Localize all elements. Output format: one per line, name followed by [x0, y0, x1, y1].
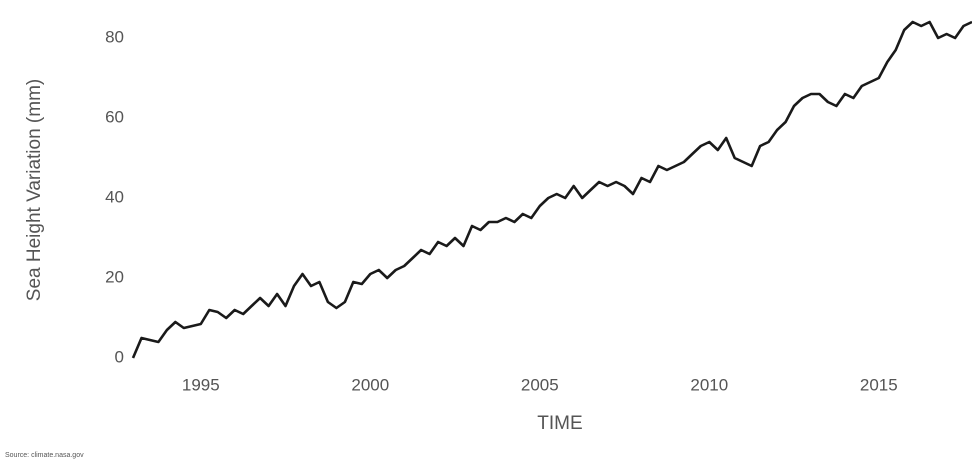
x-tick-label: 2010 [690, 375, 728, 394]
y-tick-label: 80 [105, 27, 124, 46]
x-tick-label: 2000 [351, 375, 389, 394]
y-tick-label: 40 [105, 187, 124, 206]
x-axis-label: TIME [537, 413, 582, 434]
x-tick-label: 1995 [182, 375, 220, 394]
data-line [131, 20, 972, 359]
source-note: Source: climate.nasa.gov [5, 452, 84, 459]
y-tick-label: 60 [105, 107, 124, 126]
x-tick-label: 2005 [521, 375, 559, 394]
y-axis-label: Sea Height Variation (mm) [24, 79, 45, 301]
y-tick-label: 20 [105, 267, 124, 286]
y-tick-label: 0 [115, 347, 124, 366]
x-tick-label: 2015 [860, 375, 898, 394]
